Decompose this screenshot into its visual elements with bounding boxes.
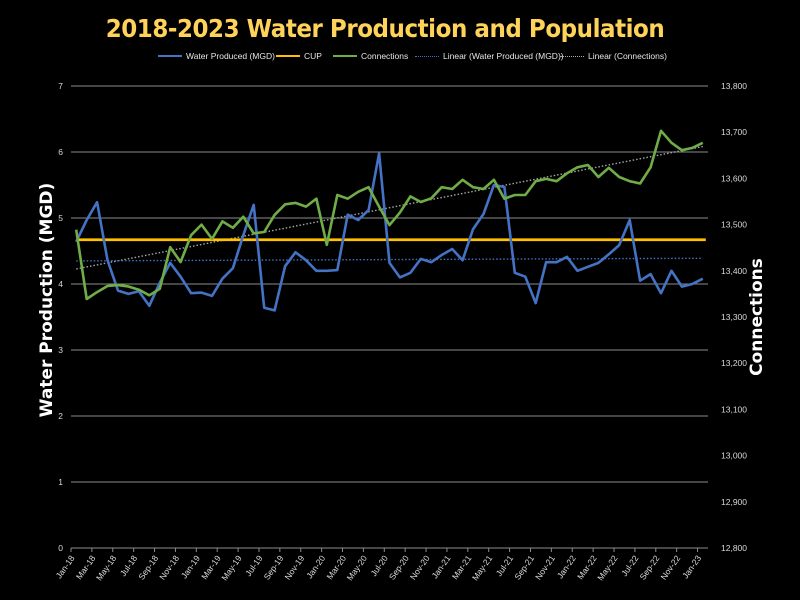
y-tick-label-left: 2 xyxy=(58,411,63,421)
y-tick-label-left: 1 xyxy=(58,477,63,487)
legend-item-linear-connections: Linear (Connections) xyxy=(560,51,667,61)
legend-item-connections: Connections xyxy=(333,51,408,61)
legend-swatch-linear-water xyxy=(415,55,439,57)
y-axis-left: 0 1 2 3 4 5 6 7 xyxy=(58,81,63,553)
y-tick-label-right: 12,900 xyxy=(721,497,747,507)
y-tick-label-left: 5 xyxy=(58,213,63,223)
x-tick-label: May-18 xyxy=(94,553,119,582)
x-tick-label: Sep-18 xyxy=(136,553,160,581)
legend-swatch-cup xyxy=(276,55,300,57)
x-tick-label: Jan-23 xyxy=(680,553,703,580)
legend-label: Linear (Water Produced (MGD)) xyxy=(443,51,564,61)
y-tick-label-right: 13,800 xyxy=(721,81,747,91)
series-linear-connections-line xyxy=(76,145,703,270)
x-tick-label: Nov-19 xyxy=(282,553,306,581)
legend-label: Linear (Connections) xyxy=(588,51,667,61)
y-tick-label-right: 12,800 xyxy=(721,543,747,553)
y-tick-label-right: 13,000 xyxy=(721,451,747,461)
x-tick-label: Nov-20 xyxy=(408,553,432,581)
legend-item-linear-water: Linear (Water Produced (MGD)) xyxy=(415,51,564,61)
x-tick-label: Jan-19 xyxy=(179,553,202,580)
y-tick-label-right: 13,600 xyxy=(721,173,747,183)
x-tick-label: May-19 xyxy=(219,553,244,582)
legend-label: Water Produced (MGD) xyxy=(186,51,275,61)
legend-label: CUP xyxy=(304,51,322,61)
x-tick-label: Jan-22 xyxy=(555,553,578,580)
series-linear-water-produced-mgd-line xyxy=(76,257,703,262)
x-tick-label: Sep-21 xyxy=(512,553,536,581)
x-tick-label: Jan-21 xyxy=(429,553,452,580)
legend-label: Connections xyxy=(361,51,409,61)
y-tick-label-right: 13,300 xyxy=(721,312,747,322)
legend-swatch-connections xyxy=(333,55,357,57)
y-tick-label-right: 13,400 xyxy=(721,266,747,276)
x-tick-label: Sep-19 xyxy=(262,553,286,581)
gridlines xyxy=(71,85,708,483)
y-tick-label-left: 0 xyxy=(58,543,63,553)
x-tick-label: May-21 xyxy=(470,553,495,582)
chart-title: 2018-2023 Water Production and Populatio… xyxy=(105,14,665,43)
legend-swatch-linear-connections xyxy=(560,55,584,57)
x-tick-label: May-22 xyxy=(595,553,620,582)
y-tick-label-right: 13,100 xyxy=(721,404,747,414)
x-tick-label: Jan-18 xyxy=(54,553,77,580)
series-layer xyxy=(74,129,706,312)
y-tick-label-right: 13,700 xyxy=(721,127,747,137)
y-tick-label-left: 3 xyxy=(58,345,63,355)
y-tick-label-left: 7 xyxy=(58,81,63,91)
y-tick-label-left: 4 xyxy=(58,279,63,289)
legend-swatch-water-produced xyxy=(158,55,182,57)
legend-item-water-produced: Water Produced (MGD) xyxy=(158,51,275,61)
x-tick-label: Nov-21 xyxy=(533,553,557,581)
x-tick-label: May-20 xyxy=(345,553,370,582)
y-tick-label-left: 6 xyxy=(58,147,63,157)
y-tick-label-right: 13,500 xyxy=(721,220,747,230)
legend-item-cup: CUP xyxy=(276,51,322,61)
x-tick-label: Nov-18 xyxy=(157,553,181,581)
x-tick-label: Sep-22 xyxy=(638,553,662,581)
x-tick-label: Jan-20 xyxy=(304,553,327,580)
legend: Water Produced (MGD) CUP Connections Lin… xyxy=(0,51,800,65)
y-axis-right: 12,800 12,900 13,000 13,100 13,200 13,300 13,4… xyxy=(721,81,747,553)
x-tick-label: Nov-22 xyxy=(658,553,682,581)
series-connections-line xyxy=(74,129,704,301)
y-tick-label-right: 13,200 xyxy=(721,358,747,368)
x-tick-label: Sep-20 xyxy=(387,553,411,581)
series-water-produced-mgd-line xyxy=(75,152,704,312)
